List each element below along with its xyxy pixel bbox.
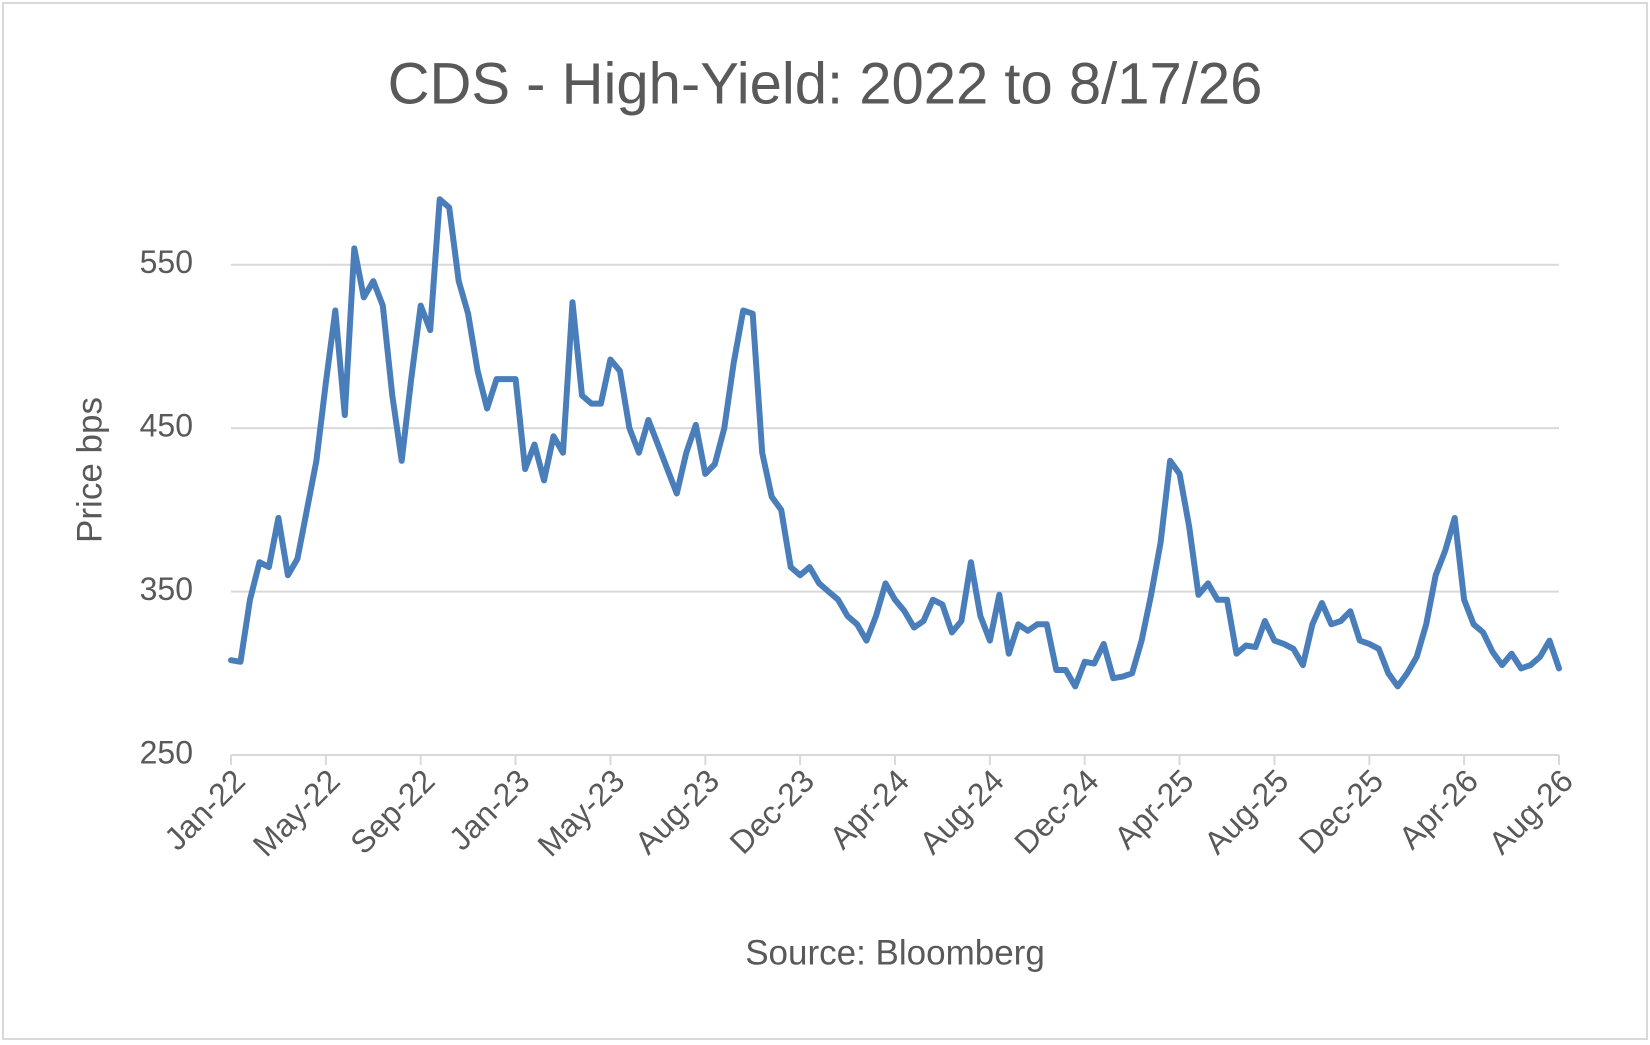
y-tick-label: 250 (140, 734, 193, 770)
y-axis-title: Price bps (70, 397, 109, 543)
y-tick-label: 350 (140, 571, 193, 607)
chart-title: CDS - High-Yield: 2022 to 8/17/26 (388, 51, 1263, 116)
y-tick-label: 550 (140, 244, 193, 280)
x-axis-title: Source: Bloomberg (745, 933, 1045, 972)
data-line (228, 196, 1562, 690)
y-tick-label: 450 (140, 408, 193, 444)
